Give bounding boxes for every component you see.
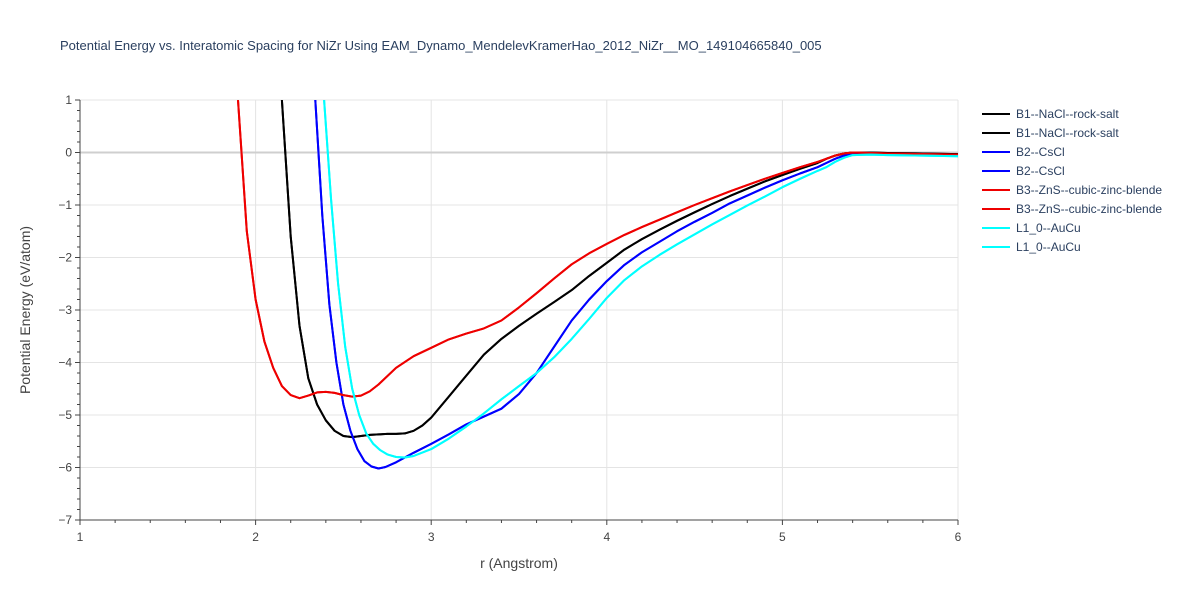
legend-item[interactable]: L1_0--AuCu [982,240,1081,254]
legend-item[interactable]: B1--NaCl--rock-salt [982,107,1119,121]
legend-item[interactable]: B3--ZnS--cubic-zinc-blende [982,202,1162,216]
legend-label: L1_0--AuCu [1016,221,1081,235]
chart-title: Potential Energy vs. Interatomic Spacing… [60,38,822,53]
series-line-3 [314,100,958,470]
series-line-7 [323,100,958,459]
legend-label: L1_0--AuCu [1016,240,1081,254]
legend: B1--NaCl--rock-salt B1--NaCl--rock-salt B2… [982,107,1162,254]
legend-label: B1--NaCl--rock-salt [1016,126,1119,140]
legend-item[interactable]: B1--NaCl--rock-salt [982,126,1119,140]
y-tick-label: −7 [58,513,72,527]
y-tick-label: 1 [65,93,72,107]
y-tick-label: 0 [65,146,72,160]
series-layer [237,100,958,470]
y-tick-label: −5 [58,408,72,422]
legend-item[interactable]: L1_0--AuCu [982,221,1081,235]
legend-label: B2--CsCl [1016,164,1065,178]
legend-item[interactable]: B3--ZnS--cubic-zinc-blende [982,183,1162,197]
y-axis-label: Potential Energy (eV/atom) [17,226,33,394]
series-line-5 [237,100,958,400]
y-tick-label: −4 [58,356,72,370]
y-tick-label: −6 [58,461,72,475]
legend-label: B2--CsCl [1016,145,1065,159]
x-axis-label: r (Angstrom) [480,555,558,571]
x-tick-label: 3 [428,530,435,544]
legend-label: B1--NaCl--rock-salt [1016,107,1119,121]
y-tick-label: −2 [58,251,72,265]
y-tick-label: −3 [58,303,72,317]
x-tick-labels: 1 2 3 4 5 6 [77,530,962,544]
x-tick-label: 1 [77,530,84,544]
x-tick-label: 6 [955,530,962,544]
y-tick-labels: −7 −6 −5 −4 −3 −2 −1 0 1 [58,93,72,527]
x-tick-label: 5 [779,530,786,544]
x-tick-label: 2 [252,530,259,544]
y-tick-label: −1 [58,198,72,212]
grid [80,99,959,520]
legend-item[interactable]: B2--CsCl [982,145,1065,159]
legend-item[interactable]: B2--CsCl [982,164,1065,178]
legend-label: B3--ZnS--cubic-zinc-blende [1016,202,1162,216]
x-tick-label: 4 [603,530,610,544]
axes [75,99,959,525]
legend-label: B3--ZnS--cubic-zinc-blende [1016,183,1162,197]
